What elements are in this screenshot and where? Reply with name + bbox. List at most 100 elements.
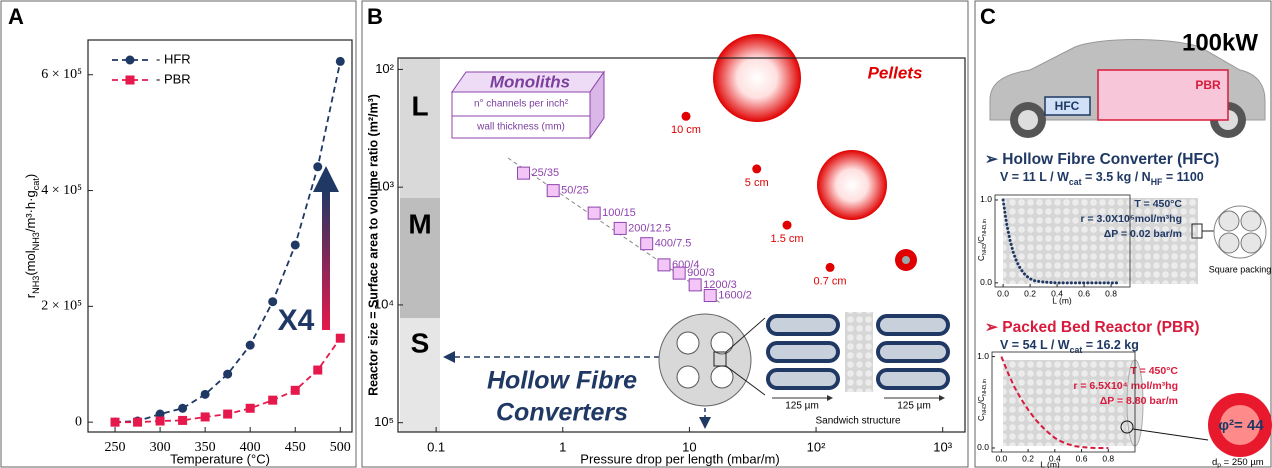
subscript: cat [1069,177,1082,187]
legend-marker [125,55,135,65]
pellet-zoom-core [1220,405,1260,445]
panel-letter: B [367,4,383,29]
section-subtitle: V = 11 L / Wcat = 3.5 kg / NHF = 1100 [1000,170,1204,187]
marker [178,415,188,425]
x-tick-label: 250 [105,440,126,455]
particle-size: dp = 250 µm [1212,457,1264,468]
fibre-channel [710,331,734,355]
subscript: cat [1070,345,1083,355]
marker [133,417,143,427]
marker [313,365,323,375]
x-tick-label: 450 [285,440,306,455]
marker [546,184,560,198]
marker [290,385,300,395]
legend-label: - HFR [156,51,191,66]
y-tick-label: 1.0 [977,351,989,361]
packing-fibres [1218,210,1262,254]
pellet-illustration [817,150,887,220]
pellet-illustration [902,256,910,264]
size-band [400,58,440,198]
zoom-box [1120,420,1134,434]
plot-frame [87,39,353,433]
x-tick-label: 0.0 [995,453,1007,463]
legend-label: - PBR [156,71,191,86]
panel-letter: C [980,4,996,29]
point-label: 900/3 [687,267,715,279]
marker [223,409,233,419]
marker [178,403,188,413]
text-part: = 1100 [1162,170,1203,184]
zoom-label: φ²= 44 [1218,417,1264,434]
marker [200,412,210,422]
x-tick-label: 0.8 [1102,453,1114,463]
text-part: V = 11 L / W [1000,170,1069,184]
x-tick-label: 1 [559,439,566,454]
y-tick-label: 0 [75,414,82,429]
x-tick-label: 10 [682,439,696,454]
point-label: 1200/3 [703,279,737,291]
x-axis-label: Pressure drop per length (mbar/m) [580,451,779,466]
packed-bed [1003,360,1135,446]
panel-frame [361,0,969,468]
x-tick-label: 10³ [933,439,952,454]
point-label: 100/15 [602,207,636,219]
hfc-label: Hollow Fibre [487,367,637,395]
text-part: = 250 µm [1221,457,1264,468]
x-tick-label: 0.6 [1076,453,1088,463]
marker [245,340,255,350]
text-part: d [1212,457,1217,468]
marker [335,56,345,66]
x-tick-label: 350 [195,440,216,455]
y-axis-label: Reactor size = Surface area to volume ra… [366,94,380,396]
marker [613,221,627,235]
subscript: NH3 [982,244,988,255]
text-part: C [977,415,986,421]
series-label: Pellets [868,63,923,82]
size-class: S [411,327,430,358]
text-part: C [977,255,986,261]
panel-letter: A [8,4,24,29]
legend-marker [125,75,135,85]
x-tick-label: 0.1 [427,439,445,454]
x-axis-label: L (m) [1052,295,1072,305]
y-axis-label: CNH3/CNH3,in [977,379,988,421]
marker [223,369,233,379]
section-title: ➢ Hollow Fibre Converter (HFC) [985,151,1219,168]
x-tick-label: 10² [807,439,826,454]
marker [517,166,531,180]
marker [703,289,717,303]
fibre-bundle [1003,198,1198,284]
structure-label: Sandwich structure [815,416,900,427]
sandwich-illustration [766,314,950,390]
x-tick-label: 0.2 [1024,288,1036,298]
increase-arrow-head [313,166,339,192]
y-tick-label: 10⁵ [374,414,394,429]
marker [155,416,165,426]
x-tick-label: 0.4 [1051,288,1063,298]
x-tick-label: 0.6 [1078,288,1090,298]
plot-frame [397,57,966,433]
marker [290,240,300,250]
y-axis-label: rNH3(molNH3/m³·h·gcat) [23,174,41,298]
x-tick-label: 0.4 [1049,453,1061,463]
zoom-line [725,317,766,353]
subscript: cat [31,178,41,191]
fibre-section [658,313,752,407]
scale-label: 125 µm [785,401,819,412]
text-part: (mol [23,250,38,275]
power-label: 100kW [1182,29,1258,56]
zoom-line [725,365,766,396]
zoom-box [713,351,727,367]
subscript: NH3,in [982,379,988,396]
marker [313,162,323,172]
y-tick-label: 4 × 10⁵ [41,183,82,198]
condition: ΔP = 0.02 bar/m [1104,228,1182,240]
marker [268,395,278,405]
subscript: NH3 [31,276,41,294]
subscript: NH3,in [982,219,988,236]
increase-arrow [322,190,330,330]
y-tick-label: 10⁴ [374,296,394,311]
x-axis-label: L (m) [1040,459,1060,468]
